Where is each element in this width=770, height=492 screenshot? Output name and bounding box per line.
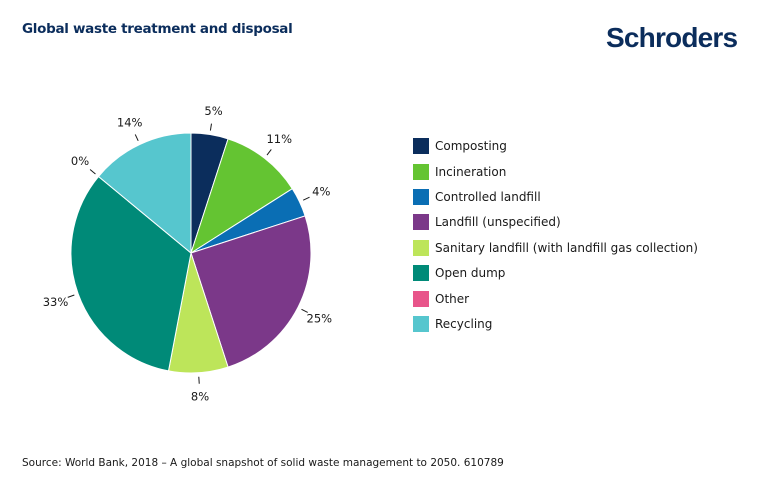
leader-line-incineration [266, 149, 272, 156]
pie-slice-recycling [97, 132, 192, 255]
legend-item-controlled-landfill: Controlled landfill [413, 180, 698, 214]
source-note: Source: World Bank, 2018 – A global snap… [22, 457, 504, 469]
legend-swatch [413, 315, 429, 332]
legend-swatch [413, 163, 429, 180]
legend-label: Incineration [435, 164, 507, 179]
data-label-composting: 5% [204, 104, 222, 118]
legend-label: Sanitary landfill (with landfill gas col… [435, 240, 698, 255]
legend-swatch [413, 265, 429, 282]
legend-swatch [413, 290, 429, 307]
data-label-other: 0% [71, 154, 89, 168]
chart-title: Global waste treatment and disposal [22, 21, 293, 37]
legend-item-sanitary-landfill-with-landfill-gas-collection: Sanitary landfill (with landfill gas col… [413, 231, 698, 265]
legend-label: Open dump [435, 266, 506, 281]
legend-item-composting: Composting [413, 129, 698, 163]
legend-swatch [413, 214, 429, 231]
data-label-recycling: 14% [117, 116, 143, 130]
data-label-controlled-landfill: 4% [312, 185, 330, 199]
leader-line-recycling [134, 134, 139, 142]
legend-label: Composting [435, 139, 507, 154]
leader-line-other [89, 169, 96, 175]
legend-swatch [413, 239, 429, 256]
leader-line-composting [209, 123, 212, 131]
data-label-landfill-unspecified: 25% [307, 311, 333, 325]
leader-line-controlled-landfill [302, 196, 310, 201]
leader-line-open-dump [67, 294, 75, 298]
pie-slice-landfill-unspecified [190, 215, 312, 368]
legend: Composting Incineration Controlled landfil… [413, 138, 698, 341]
legend-item-other: Other [413, 281, 698, 315]
legend-swatch [413, 138, 429, 155]
legend-item-recycling: Recycling [413, 307, 698, 341]
pie-slice-incineration [190, 138, 294, 255]
legend-item-landfill-unspecified: Landfill (unspecified) [413, 205, 698, 239]
legend-item-open-dump: Open dump [413, 256, 698, 290]
data-label-incineration: 11% [266, 132, 292, 146]
legend-label: Landfill (unspecified) [435, 215, 561, 230]
data-label-sanitary-landfill-with-landfill-gas-collection: 8% [191, 390, 209, 404]
pie-slice-open-dump [70, 175, 192, 372]
legend-item-incineration: Incineration [413, 154, 698, 188]
data-label-open-dump: 33% [43, 295, 69, 309]
legend-label: Recycling [435, 316, 493, 331]
leader-line-landfill-unspecified [301, 308, 308, 313]
schroders-logo: Schroders [606, 22, 738, 53]
legend-swatch [413, 188, 429, 205]
legend-label: Controlled landfill [435, 189, 541, 204]
legend-label: Other [435, 291, 470, 306]
